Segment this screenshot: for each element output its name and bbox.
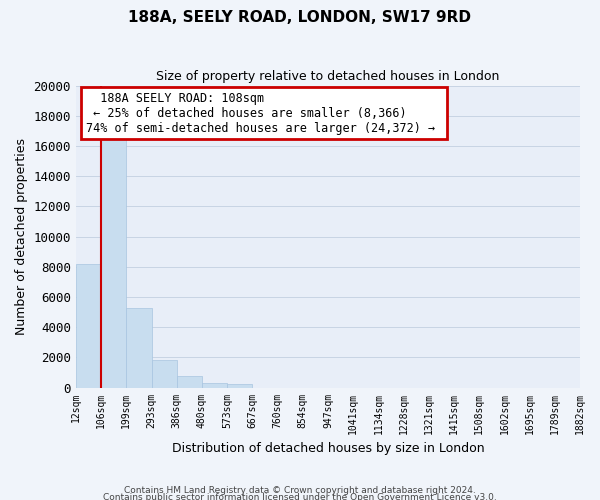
Bar	[152, 360, 177, 388]
Title: Size of property relative to detached houses in London: Size of property relative to detached ho…	[156, 70, 500, 83]
Text: Contains public sector information licensed under the Open Government Licence v3: Contains public sector information licen…	[103, 494, 497, 500]
Bar	[76, 264, 101, 388]
X-axis label: Distribution of detached houses by size in London: Distribution of detached houses by size …	[172, 442, 484, 455]
Bar	[202, 383, 227, 388]
Y-axis label: Number of detached properties: Number of detached properties	[15, 138, 28, 335]
Bar	[127, 308, 152, 388]
Bar	[101, 137, 127, 388]
Bar	[227, 384, 253, 388]
Text: 188A, SEELY ROAD, LONDON, SW17 9RD: 188A, SEELY ROAD, LONDON, SW17 9RD	[128, 10, 472, 25]
Text: 188A SEELY ROAD: 108sqm
 ← 25% of detached houses are smaller (8,366)
74% of sem: 188A SEELY ROAD: 108sqm ← 25% of detache…	[86, 92, 442, 134]
Bar	[177, 376, 202, 388]
Text: Contains HM Land Registry data © Crown copyright and database right 2024.: Contains HM Land Registry data © Crown c…	[124, 486, 476, 495]
